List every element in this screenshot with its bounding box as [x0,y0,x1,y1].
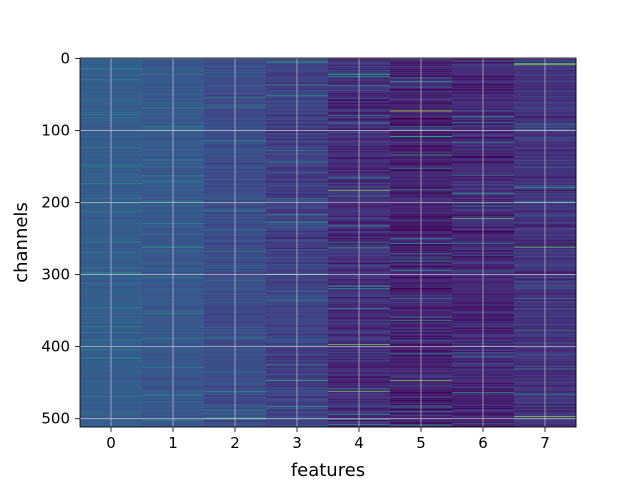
y-tick-label: 0 [60,49,70,67]
y-axis: 0 100 200 300 400 500 [41,49,80,428]
y-tick-label: 500 [41,410,70,428]
x-axis: 0 1 2 3 4 5 6 7 [106,427,550,452]
x-tick-label: 5 [416,434,426,452]
x-tick-label: 3 [292,434,302,452]
y-tick-label: 200 [41,194,70,212]
x-tick-label: 7 [540,434,550,452]
y-axis-label: channels [11,202,32,283]
y-tick-label: 300 [41,266,70,284]
plot-frame [79,57,577,428]
x-tick-label: 2 [230,434,240,452]
grid-lines [80,57,576,427]
x-tick-label: 0 [106,434,116,452]
y-tick-label: 400 [41,338,70,356]
x-axis-label: features [291,460,365,480]
x-tick-label: 1 [168,434,178,452]
x-tick-label: 4 [354,434,364,452]
heatmap-cells [80,58,577,428]
x-tick-label: 6 [478,434,488,452]
y-tick-label: 100 [41,121,70,139]
